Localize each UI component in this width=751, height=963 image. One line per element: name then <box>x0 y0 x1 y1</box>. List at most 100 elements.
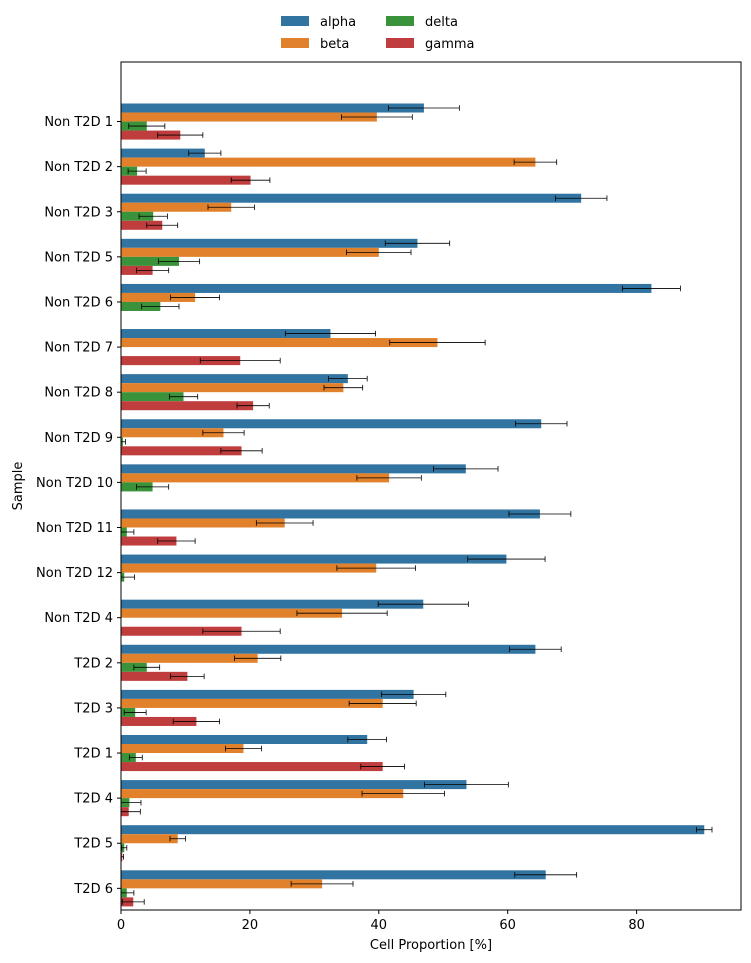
error-bar-beta <box>336 565 416 571</box>
error-bar-beta <box>389 339 486 346</box>
error-bar-delta <box>141 303 180 310</box>
error-bar-gamma <box>172 718 221 725</box>
y-tick-label: Non T2D 9 <box>44 431 113 446</box>
bar-alpha <box>121 509 540 519</box>
bar-alpha <box>121 103 424 113</box>
x-tick-label: 20 <box>242 918 259 933</box>
error-bar-alpha <box>509 646 562 653</box>
legend-swatch-beta <box>281 38 309 48</box>
error-bar-gamma <box>236 402 270 409</box>
error-bar-alpha <box>384 240 451 247</box>
y-tick-label: Non T2D 7 <box>44 341 113 356</box>
plot-frame <box>120 61 742 911</box>
bar-gamma <box>121 671 188 681</box>
error-bar-delta <box>168 393 199 400</box>
bar-alpha <box>121 419 542 429</box>
bar-gamma <box>121 130 181 140</box>
bar-gamma <box>121 401 254 411</box>
error-bars-layer <box>120 105 713 905</box>
error-bar-gamma <box>230 177 271 183</box>
bar-gamma <box>121 716 197 726</box>
legend-label-gamma: gamma <box>425 37 475 52</box>
bar-beta <box>121 608 343 618</box>
error-bar-delta <box>136 484 170 490</box>
bar-beta <box>121 834 178 844</box>
error-bar-alpha <box>515 420 568 427</box>
error-bar-gamma <box>199 357 281 364</box>
bar-alpha <box>121 644 536 654</box>
bar-beta <box>121 879 323 889</box>
bar-alpha <box>121 238 418 248</box>
error-bar-beta <box>202 429 245 436</box>
x-tick-label: 80 <box>628 918 645 933</box>
bar-beta <box>121 247 379 257</box>
error-bar-beta <box>361 790 445 797</box>
error-bar-alpha <box>554 195 608 202</box>
legend: alpha beta delta gamma <box>281 15 475 52</box>
y-tick-label: T2D 5 <box>73 837 113 852</box>
bar-gamma <box>121 356 241 366</box>
y-tick-label: Non T2D 12 <box>36 566 113 581</box>
bar-alpha <box>121 329 331 339</box>
error-bar-alpha <box>388 105 460 111</box>
y-tick-label: T2D 1 <box>73 747 113 762</box>
bar-beta <box>121 518 285 528</box>
x-axis-title: Cell Proportion [%] <box>370 938 492 953</box>
bar-delta <box>121 753 136 763</box>
error-bar-beta <box>513 159 558 165</box>
legend-swatch-alpha <box>281 16 309 26</box>
error-bar-gamma <box>136 267 170 274</box>
bar-beta <box>121 744 244 754</box>
error-bar-delta <box>128 754 143 761</box>
legend-swatch-gamma <box>386 38 414 48</box>
legend-label-beta: beta <box>320 37 349 52</box>
bar-gamma <box>121 626 242 636</box>
error-bar-alpha <box>377 601 469 607</box>
bar-alpha <box>121 283 652 293</box>
error-bar-gamma <box>157 132 204 138</box>
error-bar-alpha <box>622 285 681 292</box>
bar-beta <box>121 653 258 663</box>
bar-gamma <box>121 175 251 185</box>
y-tick-label: Non T2D 11 <box>36 521 113 536</box>
y-tick-label: Non T2D 1 <box>44 115 113 130</box>
bar-alpha <box>121 825 705 835</box>
error-bar-gamma <box>170 673 205 680</box>
bar-beta <box>121 473 390 483</box>
legend-label-delta: delta <box>425 15 458 30</box>
legend-label-alpha: alpha <box>320 15 356 30</box>
y-tick-label: Non T2D 6 <box>44 295 113 310</box>
error-bar-alpha <box>433 466 499 472</box>
error-bar-beta <box>169 835 186 842</box>
bar-beta <box>121 157 536 167</box>
error-bar-beta <box>356 475 422 481</box>
bar-beta <box>121 789 404 799</box>
error-bar-alpha <box>508 511 572 517</box>
error-bar-alpha <box>514 872 578 878</box>
error-bar-beta <box>346 249 412 256</box>
bar-beta <box>121 428 224 438</box>
error-bar-delta <box>128 123 166 129</box>
bar-delta <box>121 256 180 266</box>
y-tick-label: T2D 6 <box>73 882 113 897</box>
bar-alpha <box>121 148 205 158</box>
bar-alpha <box>121 193 582 203</box>
error-bar-beta <box>255 520 314 526</box>
bar-gamma <box>121 536 177 546</box>
error-bar-beta <box>348 700 417 707</box>
x-tick-label: 60 <box>499 918 516 933</box>
y-tick-label: Non T2D 8 <box>44 386 113 401</box>
bar-alpha <box>121 464 466 474</box>
error-bar-beta <box>207 204 255 211</box>
x-tick-label: 0 <box>117 918 125 933</box>
bar-alpha <box>121 374 348 384</box>
error-bar-alpha <box>696 826 713 833</box>
error-bar-delta <box>127 168 147 174</box>
error-bar-beta <box>225 745 262 752</box>
y-tick-label: Non T2D 4 <box>44 611 113 626</box>
bar-alpha <box>121 780 467 790</box>
bars-layer <box>121 103 705 907</box>
bar-beta <box>121 698 383 708</box>
legend-swatch-delta <box>386 16 414 26</box>
y-tick-label: T2D 2 <box>73 656 113 671</box>
